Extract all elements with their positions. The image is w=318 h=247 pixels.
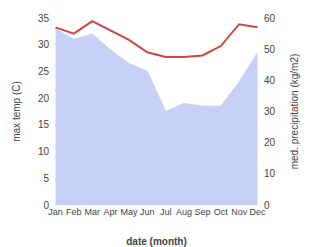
svg-text:0: 0 [43, 200, 49, 211]
svg-text:Apr: Apr [104, 207, 118, 217]
svg-text:med. precipitation (kg/m2): med. precipitation (kg/m2) [289, 54, 300, 170]
svg-text:15: 15 [38, 119, 50, 130]
svg-text:Aug: Aug [176, 207, 192, 217]
svg-text:Dec: Dec [249, 207, 266, 217]
svg-text:Jun: Jun [140, 207, 155, 217]
svg-text:Oct: Oct [214, 207, 229, 217]
svg-text:10: 10 [264, 168, 276, 179]
svg-text:35: 35 [38, 13, 50, 24]
svg-text:40: 40 [264, 75, 276, 86]
svg-text:0: 0 [264, 200, 270, 211]
svg-text:10: 10 [38, 146, 50, 157]
svg-text:Sep: Sep [194, 207, 210, 217]
svg-text:Mar: Mar [84, 207, 100, 217]
svg-text:Jul: Jul [160, 207, 172, 217]
svg-text:60: 60 [264, 13, 276, 24]
svg-text:50: 50 [264, 44, 276, 55]
svg-text:30: 30 [264, 106, 276, 117]
svg-text:May: May [120, 207, 138, 217]
svg-text:Nov: Nov [231, 207, 248, 217]
svg-text:5: 5 [43, 173, 49, 184]
svg-text:20: 20 [264, 137, 276, 148]
svg-text:20: 20 [38, 93, 50, 104]
svg-text:Jan: Jan [48, 207, 63, 217]
svg-text:25: 25 [38, 66, 50, 77]
svg-text:Feb: Feb [66, 207, 82, 217]
svg-text:max temp (C): max temp (C) [11, 81, 22, 142]
svg-text:date (month): date (month) [126, 236, 187, 247]
svg-text:30: 30 [38, 39, 50, 50]
